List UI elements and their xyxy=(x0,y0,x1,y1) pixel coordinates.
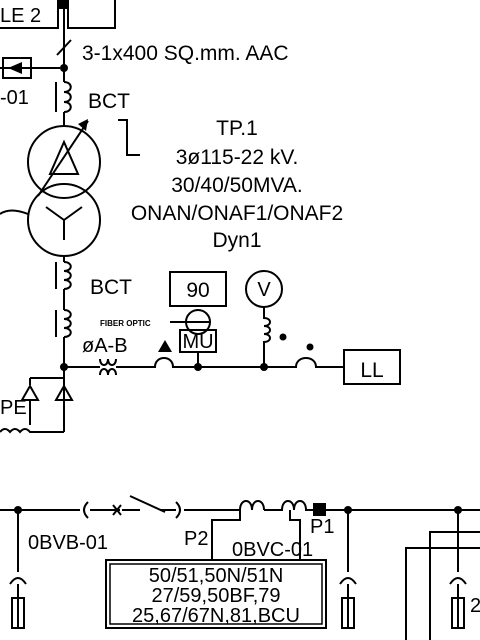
vt-coil xyxy=(263,307,271,367)
ground-link xyxy=(0,428,64,434)
isolation-ct xyxy=(99,358,117,376)
transformer-voltage: 3ø115-22 kV. xyxy=(176,146,299,169)
p1-square xyxy=(313,503,326,516)
delta-icon xyxy=(48,139,80,175)
wye-icon xyxy=(45,206,83,240)
secondary-line-a xyxy=(116,357,198,368)
top-bus-label: LE 2 xyxy=(0,5,41,27)
relay-functions-line2: 27/59,50BF,79 xyxy=(152,585,281,607)
right-breaker-label: 0BVC-01 xyxy=(232,539,313,561)
pe-label: PE xyxy=(0,397,27,419)
lower-ct-coils xyxy=(239,500,314,511)
disconnect-switch-blade xyxy=(129,495,166,513)
left-ref: -01 xyxy=(0,87,29,109)
load-box xyxy=(343,349,401,385)
bct-upper-label: BCT xyxy=(88,90,130,113)
bct-lower-coil-1 xyxy=(63,261,72,290)
tap-changer-arrow xyxy=(37,120,89,197)
top-bus-box: LE 2 xyxy=(0,0,116,29)
right-panel-outline xyxy=(405,531,480,640)
relay-90-label: 90 xyxy=(186,279,209,302)
right-column-hook xyxy=(449,510,467,598)
p2-label: P2 xyxy=(184,528,208,550)
left-breaker-label: 0BVB-01 xyxy=(28,532,108,554)
neutral-lead xyxy=(0,209,29,215)
right-number-label: 2 xyxy=(470,595,480,617)
delta-winding-circle xyxy=(27,125,101,199)
transformer-vector-group: Dyn1 xyxy=(212,229,261,252)
transformer-symbol xyxy=(0,119,101,257)
relay-functions-line1: 50/51,50N/51N xyxy=(149,565,284,587)
relay-functions-line3: 25,67/67N,81,BCU xyxy=(132,605,300,627)
relay-functions-box xyxy=(105,559,327,629)
arrow-box xyxy=(2,57,32,79)
cable-spec: 3-1x400 SQ.mm. AAC xyxy=(82,42,289,65)
triangle-marker-icon xyxy=(158,340,172,352)
cable-slash xyxy=(56,39,72,56)
relay-90-box xyxy=(169,271,227,307)
transformer-name: TP.1 xyxy=(216,117,258,140)
secondary-line-b xyxy=(264,357,344,368)
voltmeter-label: V xyxy=(257,279,271,301)
left-breaker-bracket xyxy=(83,501,89,519)
transformer-cooling: ONAN/ONAF1/ONAF2 xyxy=(131,202,343,225)
mid-column-hook xyxy=(339,510,357,598)
right-breaker-bracket xyxy=(175,501,181,519)
bct-lower-coil-2 xyxy=(63,309,72,338)
vt-polarity-dot xyxy=(279,333,287,341)
bct-upper-coil xyxy=(63,81,72,113)
transformer-rating: 30/40/50MVA. xyxy=(171,174,303,197)
load-label: LL xyxy=(360,359,383,382)
phase-label: øA-B xyxy=(82,335,128,357)
ct-polarity-dot xyxy=(306,343,314,351)
breaker-x-icon xyxy=(112,504,122,516)
mu-label: MU xyxy=(182,331,213,353)
bus-node-square xyxy=(58,0,68,9)
arrow-left-icon xyxy=(8,62,22,74)
fiber-optic-label: FIBER OPTIC xyxy=(100,319,151,328)
p1-label: P1 xyxy=(310,516,334,538)
transformer-leader xyxy=(118,119,140,156)
junction-dot xyxy=(60,64,68,72)
ct-secondary-leads xyxy=(211,510,301,560)
left-column-hook xyxy=(9,560,27,598)
bct-lower-label: BCT xyxy=(90,276,132,299)
